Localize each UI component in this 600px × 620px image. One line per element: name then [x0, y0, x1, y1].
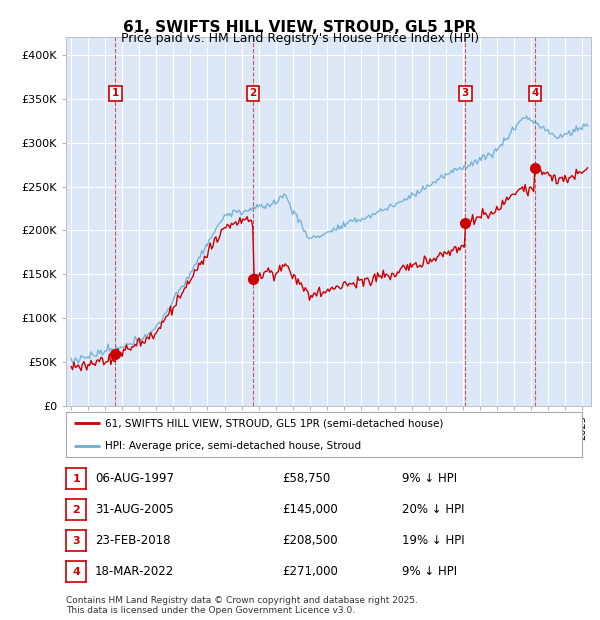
- Text: 23-FEB-2018: 23-FEB-2018: [95, 534, 170, 546]
- Text: £58,750: £58,750: [282, 472, 330, 484]
- Text: 2: 2: [250, 89, 257, 99]
- Text: 4: 4: [72, 567, 80, 577]
- Text: 4: 4: [531, 89, 539, 99]
- Text: £271,000: £271,000: [282, 565, 338, 577]
- Text: Price paid vs. HM Land Registry's House Price Index (HPI): Price paid vs. HM Land Registry's House …: [121, 32, 479, 45]
- Text: 20% ↓ HPI: 20% ↓ HPI: [402, 503, 464, 515]
- Text: 3: 3: [462, 89, 469, 99]
- Text: 9% ↓ HPI: 9% ↓ HPI: [402, 472, 457, 484]
- Text: 18-MAR-2022: 18-MAR-2022: [95, 565, 174, 577]
- Text: 06-AUG-1997: 06-AUG-1997: [95, 472, 174, 484]
- Text: HPI: Average price, semi-detached house, Stroud: HPI: Average price, semi-detached house,…: [104, 441, 361, 451]
- Text: 3: 3: [73, 536, 80, 546]
- Text: 61, SWIFTS HILL VIEW, STROUD, GL5 1PR (semi-detached house): 61, SWIFTS HILL VIEW, STROUD, GL5 1PR (s…: [104, 418, 443, 428]
- Text: Contains HM Land Registry data © Crown copyright and database right 2025.
This d: Contains HM Land Registry data © Crown c…: [66, 596, 418, 615]
- Text: 31-AUG-2005: 31-AUG-2005: [95, 503, 173, 515]
- Text: 61, SWIFTS HILL VIEW, STROUD, GL5 1PR: 61, SWIFTS HILL VIEW, STROUD, GL5 1PR: [124, 20, 476, 35]
- Text: 1: 1: [112, 89, 119, 99]
- Text: £145,000: £145,000: [282, 503, 338, 515]
- Text: 19% ↓ HPI: 19% ↓ HPI: [402, 534, 464, 546]
- Text: 1: 1: [73, 474, 80, 484]
- Text: 9% ↓ HPI: 9% ↓ HPI: [402, 565, 457, 577]
- Text: 2: 2: [73, 505, 80, 515]
- Text: £208,500: £208,500: [282, 534, 338, 546]
